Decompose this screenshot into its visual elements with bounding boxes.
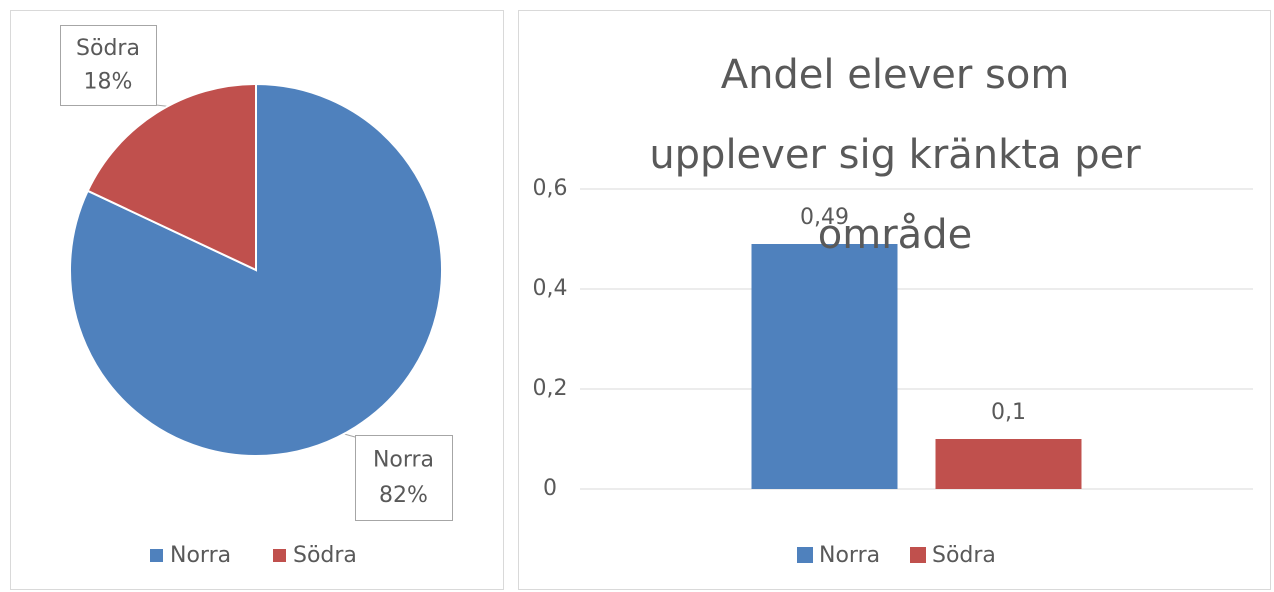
legend-swatch (273, 549, 286, 562)
data-label: 18% (84, 70, 133, 95)
legend-label: Södra (293, 543, 357, 568)
data-label-box (60, 25, 157, 106)
pie-panel (10, 10, 504, 590)
y-tick-label: 0 (543, 476, 557, 501)
data-label: Södra (76, 36, 140, 61)
y-tick-label: 0,6 (533, 176, 568, 201)
bar-panel (518, 10, 1271, 590)
data-label: 0,1 (991, 400, 1026, 425)
data-label: Norra (373, 448, 434, 473)
legend-swatch (910, 547, 926, 563)
legend-swatch (797, 547, 813, 563)
data-label: 82% (379, 483, 428, 508)
legend-label: Norra (819, 543, 880, 568)
legend-label: Norra (170, 543, 231, 568)
data-label: 0,49 (800, 205, 849, 230)
legend-swatch (150, 549, 163, 562)
y-tick-label: 0,2 (533, 376, 568, 401)
bar (935, 439, 1082, 489)
chart-title: Andel elever som upplever sig kränkta pe… (649, 52, 1141, 258)
legend-label: Södra (932, 543, 996, 568)
pie-slice (86, 82, 257, 272)
y-tick-label: 0,4 (533, 276, 568, 301)
data-label-box (355, 435, 453, 521)
bar (751, 244, 898, 489)
